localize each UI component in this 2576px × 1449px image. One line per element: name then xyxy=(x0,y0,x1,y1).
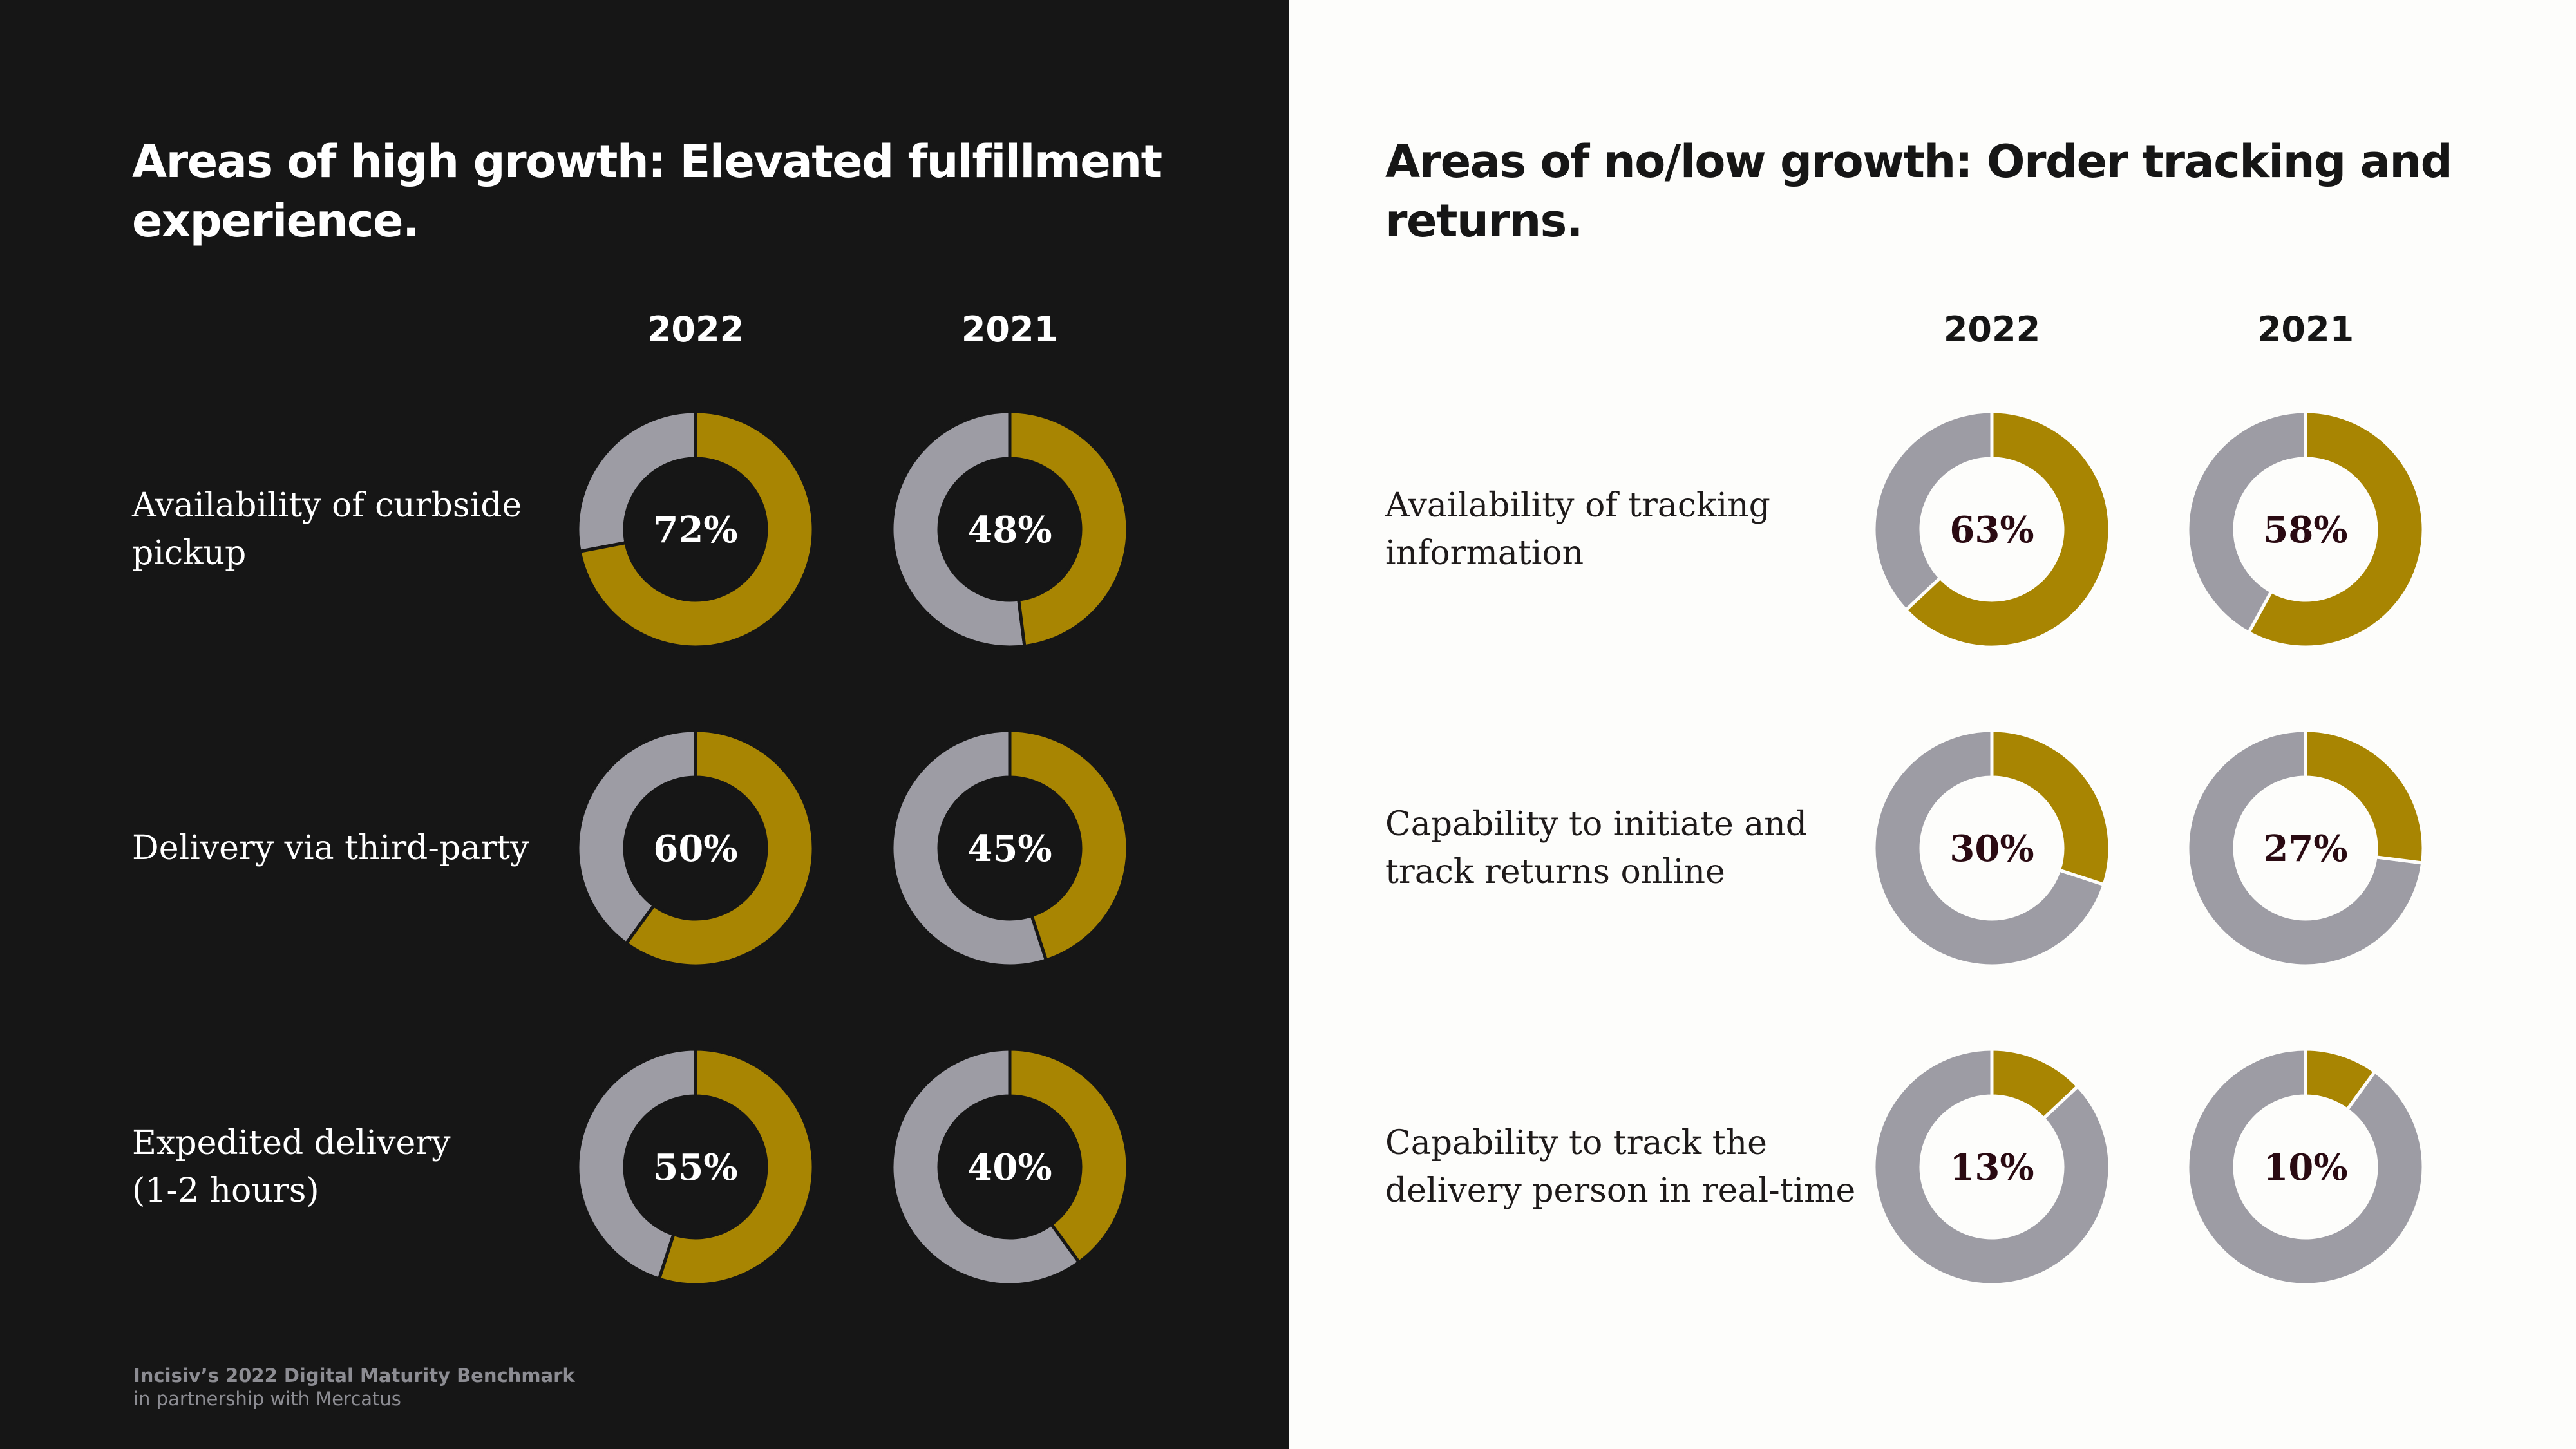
donut-svg: 30% xyxy=(1873,729,2111,967)
donut-value-label: 48% xyxy=(967,509,1052,551)
donut-remainder-segment xyxy=(891,410,1027,649)
donut-remainder-segment xyxy=(891,729,1048,967)
source-subtitle: in partnership with Mercatus xyxy=(133,1388,401,1410)
source-note: Incisiv’s 2022 Digital Maturity Benchmar… xyxy=(133,1364,575,1410)
donut-value-label: 72% xyxy=(653,509,737,551)
donut-svg: 72% xyxy=(576,410,815,649)
donut-value-label: 27% xyxy=(2263,828,2347,870)
donut-value-label: 63% xyxy=(1949,509,2034,551)
donut-remainder-segment xyxy=(576,1048,697,1282)
low-growth-title: Areas of no/low growth: Order tracking a… xyxy=(1385,135,2453,247)
donut-remainder-segment xyxy=(1873,1048,2111,1286)
donut-svg: 10% xyxy=(2186,1048,2425,1286)
donut-remainder-segment xyxy=(576,410,697,554)
low-growth-panel: Areas of no/low growth: Order tracking a… xyxy=(1289,0,2576,1449)
high-growth-title: Areas of high growth: Elevated fulfillme… xyxy=(132,135,1162,247)
donut-remainder-segment xyxy=(1873,729,2107,967)
source-title: Incisiv’s 2022 Digital Maturity Benchmar… xyxy=(133,1365,575,1387)
year-header-2021: 2021 xyxy=(961,309,1059,350)
donut-svg: 55% xyxy=(576,1048,815,1286)
donut-value-label: 30% xyxy=(1949,828,2034,870)
year-header-2022: 2022 xyxy=(1943,309,2041,350)
metric-row: Expedited delivery (1-2 hours) 55% 40% xyxy=(0,1048,1289,1286)
donut-value-segment xyxy=(578,410,815,649)
donut-chart-2021: 10% xyxy=(2186,1048,2425,1286)
donut-value-label: 58% xyxy=(2263,509,2347,551)
metric-label: Availability of tracking information xyxy=(1385,486,1770,573)
metric-label: Delivery via third-party xyxy=(132,829,529,867)
donut-chart-2021: 58% xyxy=(2186,410,2425,649)
donut-value-label: 60% xyxy=(653,828,737,870)
donut-chart-2022: 55% xyxy=(576,1048,815,1286)
donut-value-segment xyxy=(657,1048,815,1286)
donut-chart-2021: 48% xyxy=(891,410,1129,649)
donut-svg: 27% xyxy=(2186,729,2425,967)
donut-chart-2021: 40% xyxy=(891,1048,1129,1286)
donut-value-segment xyxy=(1904,410,2111,649)
metric-label: Capability to initiate and track returns… xyxy=(1385,805,1808,891)
donut-value-segment xyxy=(1990,1048,2080,1121)
donut-value-segment xyxy=(1008,410,1129,649)
donut-chart-2021: 27% xyxy=(2186,729,2425,967)
donut-chart-2022: 72% xyxy=(576,410,815,649)
year-header-2021: 2021 xyxy=(2257,309,2354,350)
metric-label: Capability to track the delivery person … xyxy=(1385,1124,1856,1210)
donut-value-segment xyxy=(1008,1048,1129,1265)
donut-svg: 40% xyxy=(891,1048,1129,1286)
donut-chart-2022: 13% xyxy=(1873,1048,2111,1286)
metric-label: Availability of curbside pickup xyxy=(132,486,522,573)
donut-remainder-segment xyxy=(1873,410,1994,612)
donut-chart-2022: 30% xyxy=(1873,729,2111,967)
metric-label: Expedited delivery (1-2 hours) xyxy=(132,1124,451,1210)
donut-remainder-segment xyxy=(2186,729,2425,967)
donut-value-segment xyxy=(2304,729,2425,865)
donut-value-segment xyxy=(2304,1048,2378,1112)
donut-value-label: 13% xyxy=(1949,1146,2034,1189)
donut-value-label: 55% xyxy=(653,1146,737,1189)
donut-svg: 58% xyxy=(2186,410,2425,649)
donut-remainder-segment xyxy=(2186,410,2307,635)
high-growth-panel: Areas of high growth: Elevated fulfillme… xyxy=(0,0,1289,1449)
donut-value-label: 10% xyxy=(2263,1146,2347,1189)
donut-value-segment xyxy=(1990,729,2111,887)
metric-row: Availability of curbside pickup 72% 48% xyxy=(0,410,1289,649)
metric-row: Delivery via third-party 60% 45% xyxy=(0,729,1289,967)
donut-svg: 13% xyxy=(1873,1048,2111,1286)
donut-value-segment xyxy=(2246,410,2425,649)
donut-svg: 63% xyxy=(1873,410,2111,649)
year-header-2022: 2022 xyxy=(647,309,744,350)
donut-chart-2022: 63% xyxy=(1873,410,2111,649)
metric-row: Capability to track the delivery person … xyxy=(1289,1048,2576,1286)
donut-value-label: 40% xyxy=(967,1146,1052,1189)
donut-remainder-segment xyxy=(2186,1048,2425,1286)
donut-chart-2021: 45% xyxy=(891,729,1129,967)
metric-row: Capability to initiate and track returns… xyxy=(1289,729,2576,967)
donut-remainder-segment xyxy=(576,729,697,946)
donut-value-segment xyxy=(623,729,815,967)
donut-remainder-segment xyxy=(891,1048,1082,1286)
donut-value-segment xyxy=(1008,729,1129,963)
donut-value-label: 45% xyxy=(967,828,1052,870)
donut-chart-2022: 60% xyxy=(576,729,815,967)
metric-row: Availability of tracking information 63% 5… xyxy=(1289,410,2576,649)
donut-svg: 60% xyxy=(576,729,815,967)
donut-svg: 48% xyxy=(891,410,1129,649)
donut-svg: 45% xyxy=(891,729,1129,967)
